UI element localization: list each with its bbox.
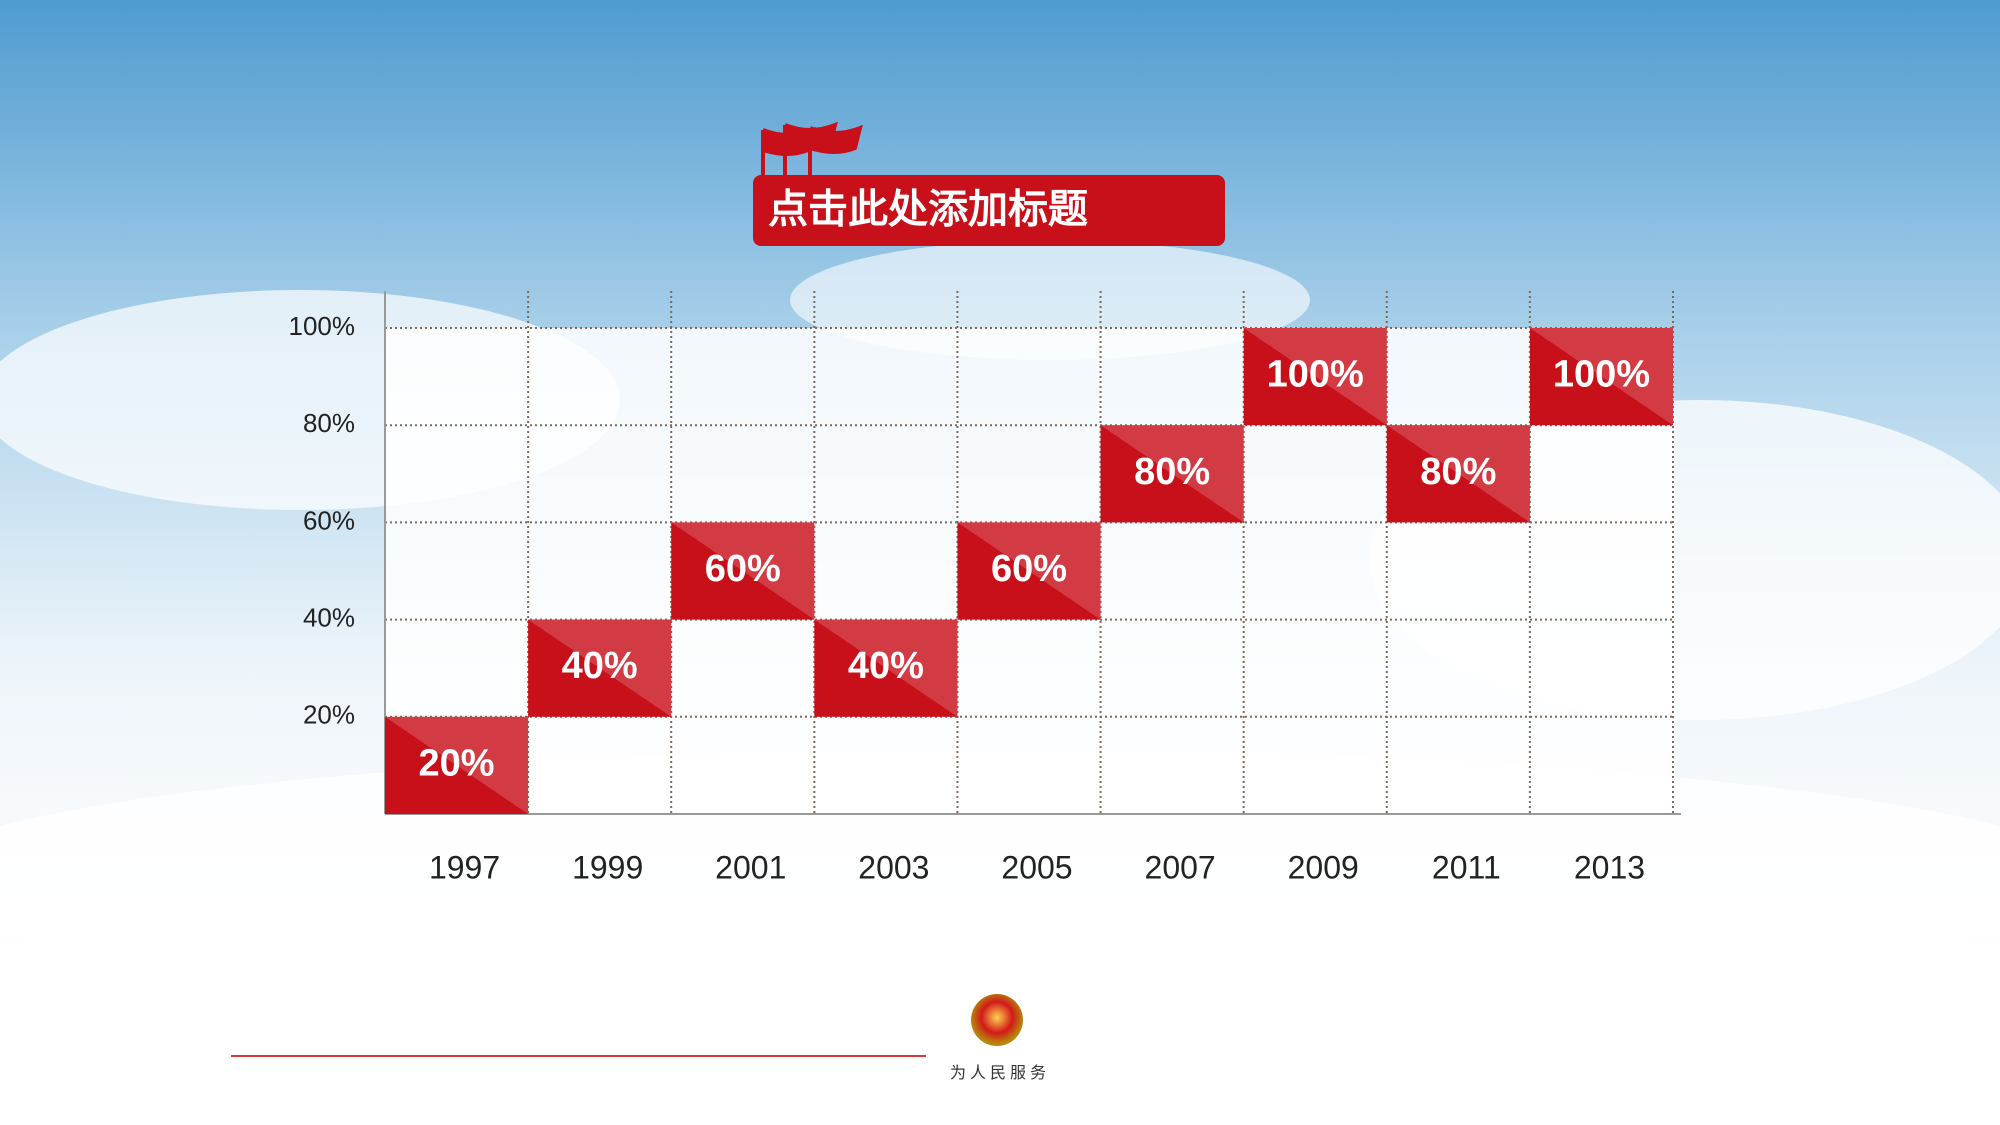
value-label: 40% bbox=[848, 645, 924, 687]
x-tick-label: 2001 bbox=[715, 849, 786, 885]
y-tick-label: 40% bbox=[303, 602, 355, 632]
x-tick-label: 2007 bbox=[1145, 849, 1216, 885]
x-tick-label: 1997 bbox=[429, 849, 500, 885]
cloud bbox=[0, 750, 2000, 1010]
x-tick-label: 2011 bbox=[1432, 849, 1501, 885]
x-tick-label: 1999 bbox=[572, 849, 643, 885]
value-label: 80% bbox=[1134, 451, 1210, 493]
cell-sheen bbox=[1529, 328, 1673, 426]
value-label: 100% bbox=[1553, 354, 1650, 396]
cell-sheen bbox=[528, 619, 672, 717]
cell-sheen bbox=[1100, 425, 1244, 523]
y-tick-label: 80% bbox=[303, 408, 355, 438]
value-label: 80% bbox=[1420, 451, 1496, 493]
x-tick-label: 2003 bbox=[858, 849, 929, 885]
value-label: 100% bbox=[1267, 354, 1364, 396]
value-label: 40% bbox=[562, 645, 638, 687]
chart: 20% 40% 60% 80% 100% 1997 20% 1999 40% 2001 60% 200… bbox=[289, 291, 1681, 885]
title-box bbox=[753, 175, 1225, 246]
y-tick-label: 100% bbox=[289, 311, 356, 341]
x-tick-label: 2009 bbox=[1288, 849, 1359, 885]
footer-slogan: 为人民服务 bbox=[950, 1064, 1050, 1082]
value-label: 60% bbox=[705, 548, 781, 590]
cell-sheen bbox=[671, 522, 815, 620]
x-tick-label: 2005 bbox=[1001, 849, 1072, 885]
cell-sheen bbox=[1243, 328, 1387, 426]
emblem bbox=[971, 994, 1023, 1046]
cell-sheen bbox=[385, 716, 529, 814]
cell-sheen bbox=[1386, 425, 1530, 523]
title-banner: 点击此处添加标题 bbox=[753, 121, 1225, 246]
cell-sheen bbox=[957, 522, 1101, 620]
value-label: 60% bbox=[991, 548, 1067, 590]
y-tick-label: 20% bbox=[303, 700, 355, 730]
value-label: 20% bbox=[419, 742, 495, 784]
x-tick-label: 2013 bbox=[1574, 849, 1645, 885]
y-tick-label: 60% bbox=[303, 505, 355, 535]
chart-title: 点击此处添加标题 bbox=[768, 188, 1088, 232]
cell-sheen bbox=[814, 619, 958, 717]
flag-icon bbox=[761, 121, 863, 175]
